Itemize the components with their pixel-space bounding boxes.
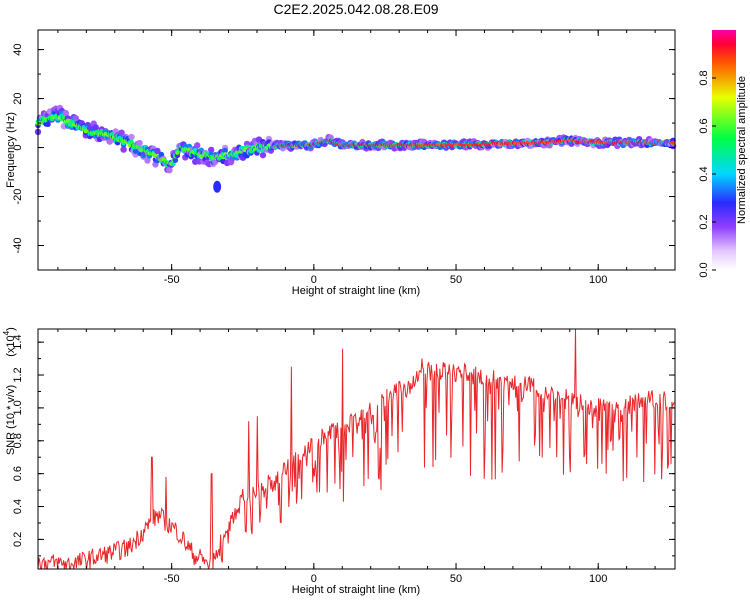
spectrogram-point	[154, 147, 161, 155]
snr-panel: -50 0 50 100 0.2 0.4 0.6 0.8 1.0 1.2 1.4 Height o…	[2, 327, 676, 596]
spectrogram-x-ticks: -50 0 50 100	[57, 30, 656, 286]
snr-x-tick-label: 0	[311, 573, 317, 585]
colorbar-tick-label: 0.4	[698, 166, 710, 181]
spectrogram-point	[671, 140, 676, 145]
spectrogram-point	[136, 139, 143, 147]
snr-y-tick-label: 0.6	[12, 466, 24, 481]
snr-y-tick-label: 1.2	[12, 367, 24, 382]
snr-frame	[37, 328, 676, 570]
spectrogram-y-tick-label: -40	[12, 238, 24, 254]
spectrogram-point	[175, 150, 180, 155]
colorbar-tick-label: 0.6	[698, 118, 710, 133]
colorbar: 0.0 0.2 0.4 0.6 0.8 Normalized spectral ampl…	[698, 30, 748, 278]
chart-title: C2E2.2025.042.08.28.E09	[273, 1, 438, 17]
spectrogram-x-tick-label: 100	[589, 274, 607, 286]
spectrogram-point	[92, 124, 99, 131]
spectrogram-points	[34, 104, 677, 193]
snr-series-line	[37, 328, 675, 570]
spectrogram-point	[166, 166, 173, 174]
spectrogram-point	[158, 151, 165, 158]
snr-multiplier-exp: 4	[2, 330, 11, 335]
spectrogram-point	[120, 146, 127, 153]
snr-x-ticks: -50 0 50 100	[57, 329, 656, 585]
snr-y-tick-label: 0.4	[12, 499, 24, 514]
spectrogram-point	[144, 157, 151, 164]
spectrogram-point	[62, 109, 70, 117]
spectrogram-point	[222, 147, 228, 154]
snr-y-tick-label: 0.2	[12, 532, 24, 547]
snr-x-tick-label: 50	[450, 573, 462, 585]
colorbar-tick-label: 0.2	[698, 214, 710, 229]
spectrogram-x-tick-label: 0	[311, 274, 317, 286]
snr-multiplier-base: (x10	[5, 335, 17, 356]
svg-text:(x104): (x104)	[2, 327, 17, 357]
spectrogram-point	[194, 142, 201, 149]
spectrogram-y-tick-label: 40	[12, 43, 24, 55]
colorbar-tick-label: 0.0	[698, 262, 710, 277]
spectrogram-point	[128, 133, 135, 141]
snr-multiplier: (x104)	[2, 327, 17, 357]
snr-y-tick-label: 0.8	[12, 433, 24, 448]
spectrogram-point	[207, 146, 215, 154]
spectrogram-panel: -50 0 50 100 -40 -20 0 20 40 Height of straight…	[5, 29, 677, 297]
snr-y-tick-label: 1.0	[12, 400, 24, 415]
spectrogram-y-tick-label: 0	[12, 144, 24, 150]
spectrogram-y-tick-label: -20	[12, 189, 24, 205]
spectrogram-isolated-blob	[213, 180, 222, 193]
snr-y-ticks: 0.2 0.4 0.6 0.8 1.0 1.2 1.4	[12, 335, 675, 557]
snr-x-label: Height of straight line (km)	[292, 584, 420, 596]
snr-x-tick-label: -50	[164, 573, 180, 585]
colorbar-tick-label: 0.8	[698, 70, 710, 85]
spectrogram-y-tick-label: 20	[12, 92, 24, 104]
colorbar-gradient	[712, 30, 736, 270]
spectrogram-point	[118, 129, 125, 136]
spectrogram-x-tick-label: -50	[164, 274, 180, 286]
colorbar-label: Normalized spectral amplitude	[736, 76, 748, 224]
spectrogram-point	[172, 157, 179, 163]
spectrogram-x-label: Height of straight line (km)	[292, 285, 420, 297]
spectrogram-x-tick-label: 50	[450, 274, 462, 286]
snr-y-label: SNR (10 * v/v)	[5, 385, 17, 455]
spectrogram-point	[259, 151, 267, 159]
colorbar-ticks: 0.0 0.2 0.4 0.6 0.8	[698, 70, 716, 278]
spectrogram-y-label: Frequency (Hz)	[5, 112, 17, 188]
snr-x-tick-label: 100	[589, 573, 607, 585]
spectrogram-y-ticks: -40 -20 0 20 40	[12, 43, 675, 271]
spectrogram-frame	[37, 29, 676, 271]
snr-y-tick-label: 1.4	[12, 335, 24, 350]
